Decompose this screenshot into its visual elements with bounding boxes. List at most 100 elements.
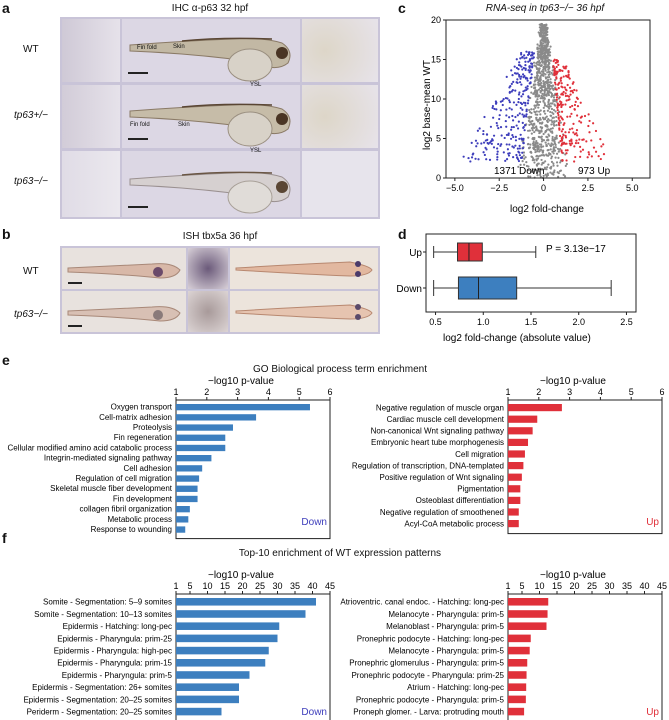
- ns-point: [550, 92, 554, 96]
- up-point: [555, 96, 559, 99]
- down-point: [525, 115, 528, 118]
- ns-point: [531, 168, 534, 171]
- up-point: [568, 139, 571, 143]
- ns-point: [556, 164, 559, 167]
- down-point: [498, 114, 501, 117]
- ns-point: [530, 115, 533, 119]
- down-point: [523, 57, 526, 60]
- down-point: [524, 60, 527, 63]
- ns-point: [530, 132, 533, 135]
- ko-ish-dorsal: [230, 291, 378, 332]
- ns-point: [549, 110, 552, 114]
- down-point: [505, 133, 509, 137]
- x-tick-label: 2.0: [572, 317, 585, 327]
- bar-x-tick-label: 40: [307, 581, 317, 591]
- down-point: [521, 73, 525, 76]
- y-tick-label: 0: [436, 173, 441, 183]
- ns-point: [551, 139, 554, 142]
- y-tick-label: 20: [431, 15, 441, 25]
- ns-point: [544, 76, 547, 79]
- up-point: [575, 139, 578, 142]
- up-point: [572, 81, 575, 84]
- up-point: [573, 145, 576, 148]
- up-point: [556, 106, 559, 109]
- up-point: [559, 140, 562, 143]
- ns-point: [536, 173, 539, 177]
- down-point: [518, 61, 521, 64]
- panel-a-row-wt: WT: [23, 44, 39, 55]
- ns-point: [528, 108, 531, 112]
- ns-point: [543, 65, 546, 68]
- up-point: [592, 146, 596, 149]
- ns-point: [557, 171, 560, 175]
- up-point: [577, 141, 580, 145]
- ns-point: [539, 100, 542, 103]
- bar-category-label: Proteolysis: [133, 423, 172, 432]
- ns-point: [543, 109, 546, 113]
- bar-category-label: Somite - Segmentation: 10–13 somites: [34, 610, 172, 619]
- up-point: [556, 59, 559, 63]
- up-point: [563, 86, 566, 89]
- ns-point: [542, 29, 545, 32]
- ns-point: [547, 58, 550, 61]
- down-point: [531, 66, 534, 69]
- ns-point: [537, 167, 540, 170]
- up-point: [569, 90, 572, 93]
- het-embryo-drawing: [129, 103, 291, 147]
- bar-category-label: Pronephric podocyte - Pharyngula: prim-2…: [351, 671, 504, 680]
- ns-point: [537, 129, 540, 132]
- ns-point: [545, 54, 549, 57]
- wt-ish-lateral: [62, 248, 186, 289]
- down-point: [514, 89, 517, 92]
- ns-point: [549, 148, 552, 151]
- ns-point: [546, 166, 549, 169]
- up-point: [553, 67, 557, 70]
- up-point: [554, 72, 558, 76]
- ns-point: [565, 162, 568, 166]
- bar-category-label: Integrin-mediated signaling pathway: [44, 454, 172, 463]
- up-point: [578, 120, 581, 123]
- down-point: [520, 95, 523, 98]
- up-point: [562, 133, 565, 137]
- ns-point: [539, 148, 542, 151]
- ns-point: [535, 77, 539, 80]
- bar-axis-label: −log10 p-value: [540, 376, 606, 387]
- down-point: [482, 151, 485, 154]
- ns-point: [528, 111, 532, 114]
- ns-point: [540, 158, 543, 162]
- ns-point: [536, 113, 539, 116]
- bar: [176, 610, 306, 618]
- ns-point: [524, 156, 527, 159]
- ns-point: [540, 60, 544, 63]
- ns-point: [517, 165, 520, 168]
- ns-point: [547, 100, 550, 103]
- down-point: [488, 158, 492, 161]
- ns-point: [534, 100, 538, 104]
- ns-point: [544, 32, 547, 35]
- bar-x-tick-label: 35: [290, 581, 300, 591]
- bar: [508, 438, 529, 446]
- ns-point: [542, 132, 545, 136]
- down-point: [510, 128, 513, 131]
- up-point: [599, 138, 602, 141]
- up-point: [574, 142, 578, 145]
- down-point: [489, 125, 493, 128]
- ns-point: [552, 112, 555, 115]
- bar: [176, 485, 198, 492]
- bar-x-tick-label: 15: [552, 581, 562, 591]
- ns-point: [540, 126, 543, 129]
- bar-x-tick-label: 1: [173, 581, 178, 591]
- up-point: [555, 77, 558, 80]
- up-point: [571, 91, 575, 94]
- ns-point: [546, 173, 550, 177]
- ns-point: [533, 104, 536, 107]
- bar-category-label: Metabolic process: [108, 515, 172, 524]
- ns-point: [534, 89, 537, 93]
- up-point: [562, 90, 565, 94]
- up-point: [582, 138, 585, 141]
- ns-point: [549, 87, 552, 91]
- ns-point: [540, 52, 543, 56]
- panel-label-f: f: [2, 530, 7, 546]
- bar-x-tick-label: 15: [220, 581, 230, 591]
- bar-category-label: Epidermis - Segmentation: 26+ somites: [32, 683, 172, 692]
